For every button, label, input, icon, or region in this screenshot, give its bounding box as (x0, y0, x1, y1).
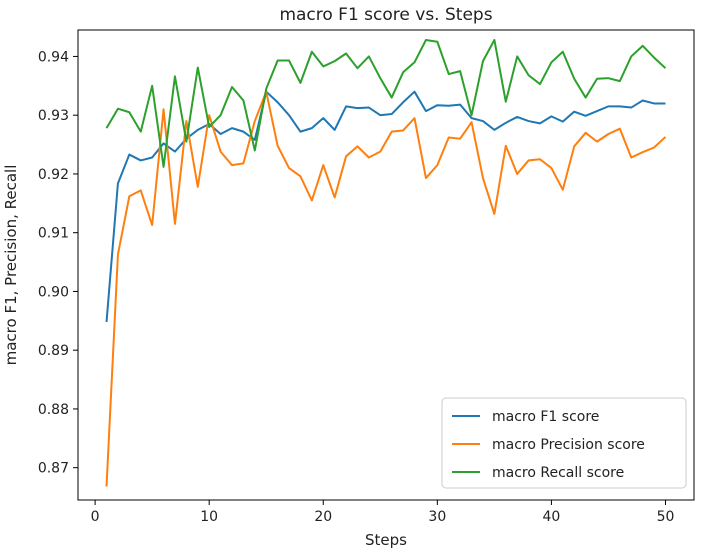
y-axis: 0.87 0.88 0.89 0.90 0.91 0.92 0.93 0.94 (38, 49, 78, 477)
series-line-3 (105, 38, 667, 168)
plot-area (105, 38, 667, 487)
x-tick-label: 30 (428, 509, 446, 525)
y-tick-label: 0.87 (38, 461, 69, 477)
y-tick-label: 0.90 (38, 284, 69, 300)
y-tick-label: 0.93 (38, 108, 69, 124)
x-tick-label: 0 (91, 509, 100, 525)
y-tick-label: 0.89 (38, 343, 69, 359)
legend: macro F1 score macro Precision score macro… (441, 397, 687, 489)
x-axis-label: Steps (365, 531, 407, 549)
series-line-1 (105, 90, 666, 323)
x-tick-label: 10 (200, 509, 218, 525)
series-line-2 (105, 90, 667, 487)
x-tick-label: 40 (542, 509, 560, 525)
y-tick-label: 0.88 (38, 402, 69, 418)
x-tick-label: 50 (657, 509, 675, 525)
legend-label-3: macro Recall score (492, 465, 624, 481)
y-tick-label: 0.91 (38, 226, 69, 242)
legend-box (441, 397, 687, 489)
y-axis-label: macro F1, Precision, Recall (2, 165, 20, 366)
x-axis: 0 10 20 30 40 50 (91, 500, 675, 525)
y-tick-label: 0.92 (38, 167, 69, 183)
legend-label-2: macro Precision score (492, 437, 645, 453)
chart-title: macro F1 score vs. Steps (279, 5, 492, 25)
legend-label-1: macro F1 score (492, 409, 599, 425)
plot-frame (77, 29, 695, 501)
y-tick-label: 0.94 (38, 49, 69, 65)
x-tick-label: 20 (314, 509, 332, 525)
